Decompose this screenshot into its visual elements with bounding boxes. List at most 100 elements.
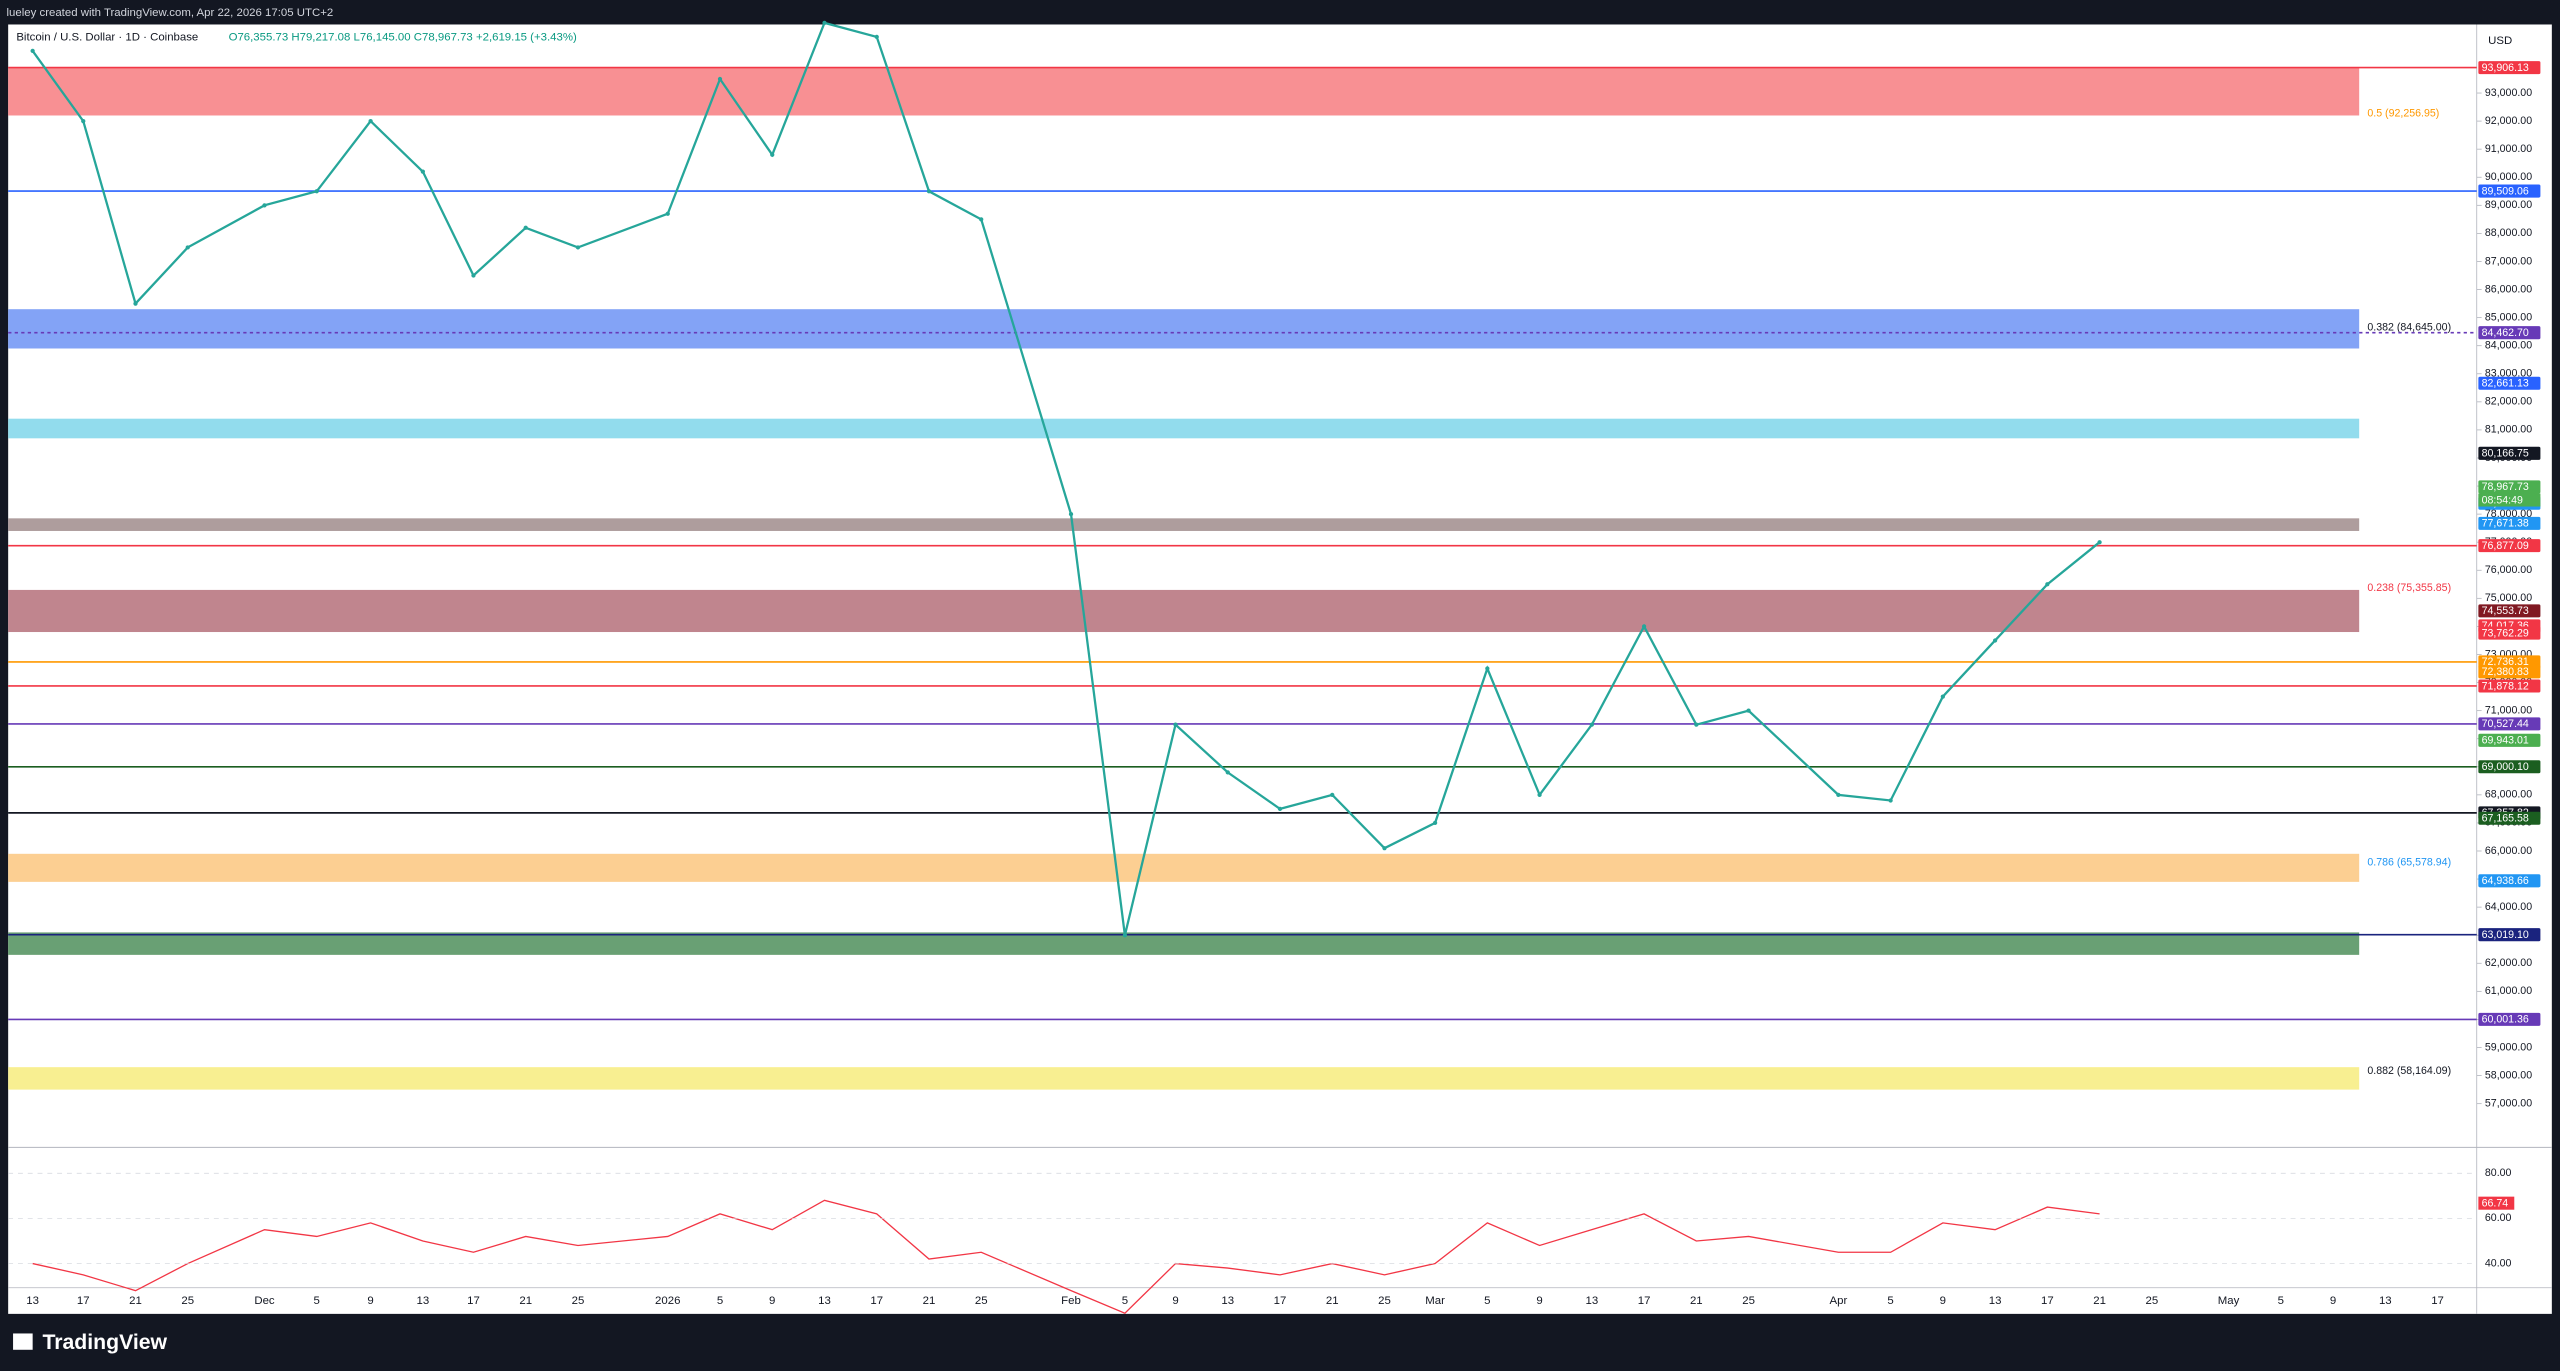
fib-label: 0.5 (92,256.95) (2367, 108, 2439, 120)
level-badge (2478, 604, 2541, 618)
y-tick-label: 78,000.00 (2485, 508, 2532, 520)
x-tick-label: 17 (77, 1295, 90, 1307)
price-point (2045, 582, 2050, 587)
x-tick-label: 17 (1638, 1295, 1651, 1307)
x-tick-label: 21 (1690, 1295, 1703, 1307)
zone (8, 418, 2360, 439)
x-tick-label: 5 (314, 1295, 320, 1307)
price-point (1746, 708, 1751, 713)
x-tick-label: 13 (1221, 1295, 1234, 1307)
level-badge (2478, 1012, 2541, 1026)
fib-label: 0.382 (84,645.00) (2367, 321, 2451, 333)
y-tick-label: 88,000.00 (2485, 227, 2532, 239)
price-point (575, 245, 581, 250)
level-label: 74,553.73 (2482, 605, 2529, 617)
y-tick-label: 81,000.00 (2485, 424, 2532, 436)
x-tick-label: 25 (1378, 1295, 1391, 1307)
zone (8, 67, 2360, 116)
x-tick-label: 9 (1940, 1295, 1946, 1307)
level-label: 67,165.58 (2482, 813, 2529, 825)
price-point (1330, 792, 1335, 797)
zone (8, 589, 2360, 633)
x-tick-label: 17 (870, 1295, 883, 1307)
y-tick-label: 82,000.00 (2485, 396, 2532, 408)
level-badge (2478, 928, 2541, 942)
rsi-tick-label: 40.00 (2485, 1257, 2512, 1269)
x-tick-label: 25 (572, 1295, 585, 1307)
level-label: 77,671.38 (2482, 518, 2529, 530)
level-badge (2478, 480, 2541, 494)
price-point (368, 118, 373, 124)
level-badge (2478, 874, 2541, 888)
price-point (665, 211, 670, 216)
level-badge (2478, 626, 2541, 640)
level-badge (2478, 733, 2541, 747)
price-point (1641, 624, 1647, 629)
price-point (2097, 540, 2102, 545)
level-badge (2478, 61, 2541, 75)
price-point (717, 76, 723, 82)
y-tick-label: 83,000.00 (2485, 368, 2532, 380)
price-point (1173, 722, 1178, 727)
y-tick-label: 84,000.00 (2485, 339, 2532, 351)
y-tick-label: 76,000.00 (2485, 564, 2532, 576)
price-point (1122, 933, 1128, 938)
x-tick-label: Mar (1425, 1295, 1445, 1307)
level-label: 93,906.13 (2482, 62, 2529, 74)
y-tick-label: 68,000.00 (2485, 789, 2532, 801)
level-badge (2478, 811, 2541, 825)
x-tick-label: 13 (1989, 1295, 2002, 1307)
price-point (262, 203, 267, 208)
price-point (874, 34, 879, 40)
zone (8, 932, 2360, 955)
rsi-tick-label: 60.00 (2485, 1212, 2512, 1224)
x-tick-label: 13 (2379, 1295, 2392, 1307)
x-tick-label: Dec (254, 1295, 275, 1307)
rsi-badge (2478, 1196, 2515, 1210)
x-tick-label: 9 (1536, 1295, 1542, 1307)
level-label: 78,967.73 (2482, 481, 2529, 493)
price-point (770, 152, 775, 157)
price-point (471, 273, 476, 278)
price-point (1589, 722, 1594, 727)
x-tick-label: 5 (1122, 1295, 1128, 1307)
countdown: 08:54:49 (2482, 494, 2523, 506)
price-point (185, 245, 190, 250)
price-point (979, 217, 984, 222)
price-line (31, 21, 2101, 936)
level-badge (2478, 717, 2541, 731)
y-tick-label: 58,000.00 (2485, 1069, 2532, 1081)
y-tick-label: 73,000.00 (2485, 648, 2532, 660)
level-label: 82,661.13 (2482, 378, 2529, 390)
x-tick-label: 5 (1484, 1295, 1490, 1307)
price-point (1992, 638, 1998, 643)
y-tick-label: 92,000.00 (2485, 115, 2532, 127)
level-badge (2478, 760, 2541, 774)
price-point (30, 48, 35, 54)
price-point (822, 20, 827, 25)
x-tick-label: 25 (1742, 1295, 1755, 1307)
y-tick-label: 86,000.00 (2485, 283, 2532, 295)
price-point (1940, 694, 1945, 699)
x-tick-label: 17 (467, 1295, 480, 1307)
x-tick-label: 17 (2431, 1295, 2444, 1307)
y-tick-label: 89,000.00 (2485, 199, 2532, 211)
brand-logo (13, 1333, 33, 1350)
price-point (1225, 770, 1230, 775)
symbol: Bitcoin / U.S. Dollar · 1D · Coinbase (16, 32, 198, 44)
fib-label: 0.786 (65,578.94) (2367, 857, 2451, 869)
y-tick-label: 91,000.00 (2485, 143, 2532, 155)
price-point (1888, 798, 1893, 803)
x-tick-label: 25 (181, 1295, 194, 1307)
y-tick-label: 61,000.00 (2485, 985, 2532, 997)
price-point (1485, 666, 1490, 671)
level-label: 69,943.01 (2482, 735, 2529, 747)
y-tick-label: 62,000.00 (2485, 957, 2532, 969)
y-tick-label: 90,000.00 (2485, 171, 2532, 183)
level-badge (2478, 184, 2541, 198)
level-label: 72,736.31 (2482, 656, 2529, 668)
credit: lueley created with TradingView.com, Apr… (7, 7, 334, 19)
x-tick-label: 13 (417, 1295, 430, 1307)
y-tick-label: 57,000.00 (2485, 1097, 2532, 1109)
x-tick-label: 17 (2041, 1295, 2054, 1307)
